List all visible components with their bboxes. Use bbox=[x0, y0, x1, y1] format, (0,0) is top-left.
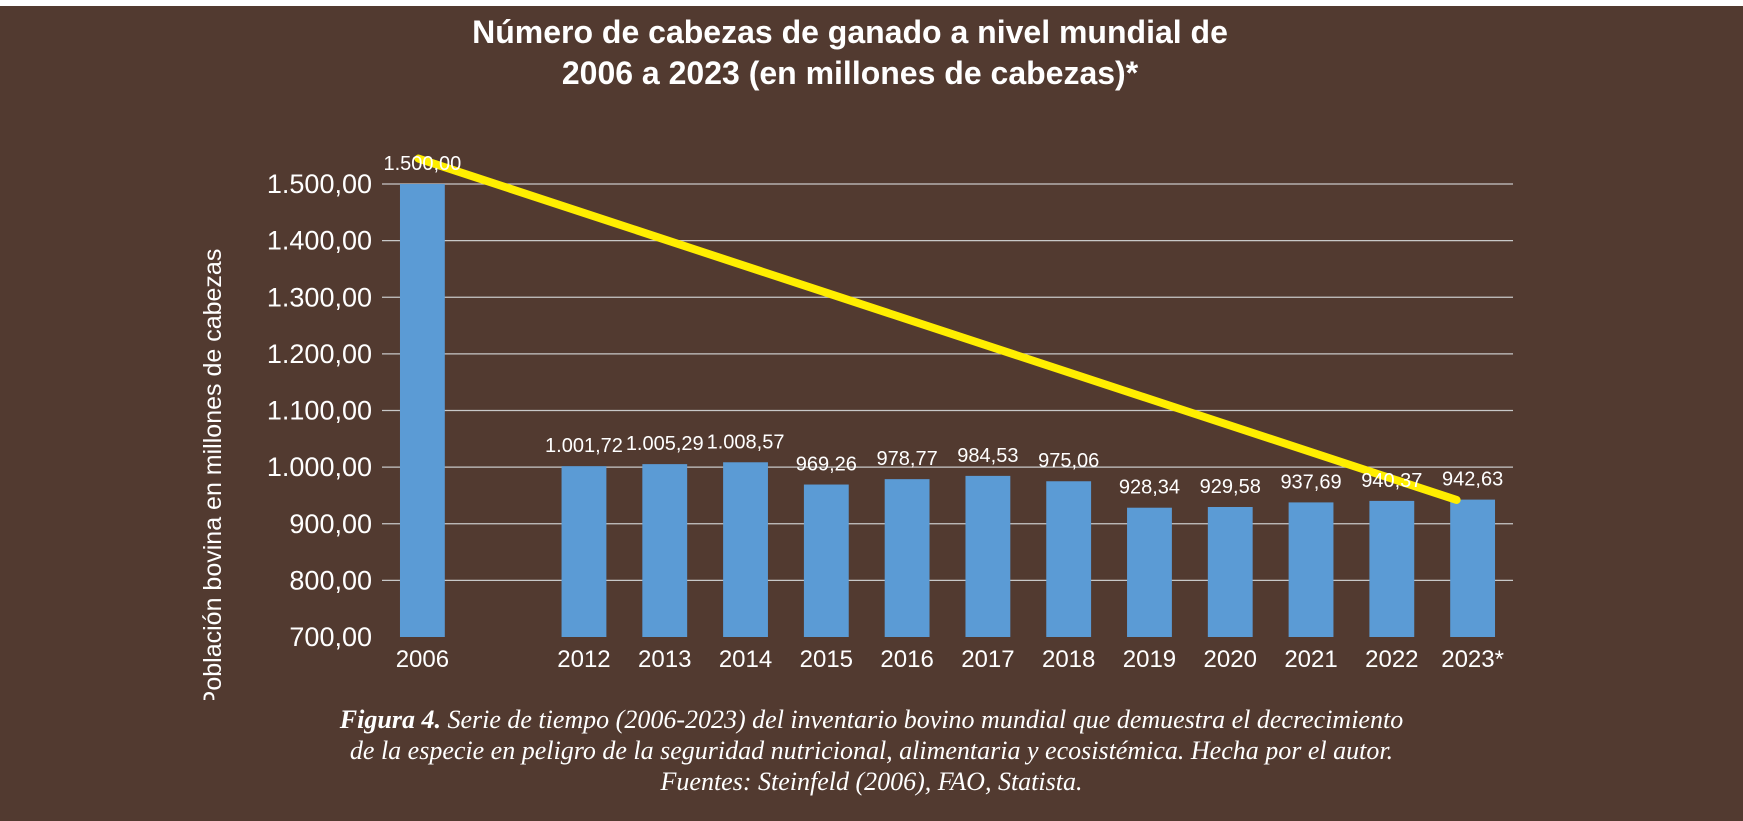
trendline-layer bbox=[414, 154, 1461, 504]
x-tick-label: 2020 bbox=[1204, 646, 1257, 673]
bar bbox=[884, 479, 930, 637]
caption-text-1: Serie de tiempo (2006-2023) del inventar… bbox=[440, 705, 1404, 734]
chart-background bbox=[0, 6, 1743, 821]
bar bbox=[642, 464, 688, 637]
x-tick-label: 2023* bbox=[1441, 646, 1504, 673]
y-axis-label: Población bovina en millones de cabezas bbox=[199, 249, 227, 700]
chart-title: Número de cabezas de ganado a nivel mund… bbox=[0, 12, 1700, 94]
y-tick-label: 1.100,00 bbox=[267, 396, 372, 426]
data-label: 1.500,00 bbox=[383, 153, 461, 175]
x-tick-label: 2014 bbox=[719, 646, 772, 673]
caption-line-3: Fuentes: Steinfeld (2006), FAO, Statista… bbox=[660, 767, 1083, 796]
data-label: 975,06 bbox=[1038, 450, 1099, 472]
bar bbox=[1127, 507, 1172, 637]
caption-line-1: Figura 4. Serie de tiempo (2006-2023) de… bbox=[0, 704, 1743, 735]
data-label: 937,69 bbox=[1280, 471, 1341, 493]
figure-label: Figura 4. bbox=[339, 705, 441, 734]
y-tick-label: 900,00 bbox=[289, 509, 372, 539]
x-axis-ticks: 2006 2012 2013 2014 2015 2016 2017 2018 2019 2020… bbox=[396, 646, 1504, 673]
data-label: 929,58 bbox=[1200, 476, 1261, 498]
bar-chart: 700,00 800,00 900,00 1.000,00 1.100,00 1.200,… bbox=[199, 153, 1513, 700]
y-axis-ticks: 700,00 800,00 900,00 1.000,00 1.100,00 1.200,… bbox=[267, 169, 372, 652]
figure-caption: Figura 4. Serie de tiempo (2006-2023) de… bbox=[0, 704, 1743, 797]
y-tick-label: 1.300,00 bbox=[267, 282, 372, 312]
bars bbox=[399, 184, 1496, 637]
y-tick-label: 800,00 bbox=[289, 565, 372, 595]
chart-title-line-1: Número de cabezas de ganado a nivel mund… bbox=[472, 14, 1228, 50]
data-label: 940,37 bbox=[1361, 470, 1422, 492]
bar bbox=[1288, 502, 1334, 637]
data-label: 928,34 bbox=[1119, 477, 1180, 499]
trendline bbox=[414, 154, 1461, 504]
x-tick-label: 2012 bbox=[557, 646, 610, 673]
data-labels: 1.500,00 1.001,72 1.005,29 1.008,57 969,26 97… bbox=[383, 153, 1503, 499]
y-tick-label: 1.500,00 bbox=[267, 169, 372, 199]
bar bbox=[399, 184, 445, 637]
x-tick-label: 2022 bbox=[1365, 646, 1418, 673]
x-tick-label: 2013 bbox=[638, 646, 691, 673]
bar bbox=[561, 466, 607, 637]
bar bbox=[1046, 481, 1092, 637]
x-tick-label: 2016 bbox=[880, 646, 933, 673]
data-label: 984,53 bbox=[957, 445, 1018, 467]
data-label: 942,63 bbox=[1442, 469, 1503, 491]
y-tick-label: 700,00 bbox=[289, 622, 372, 652]
chart-title-line-2: 2006 a 2023 (en millones de cabezas)* bbox=[561, 55, 1139, 91]
bar bbox=[965, 475, 1011, 637]
bar bbox=[723, 462, 768, 637]
x-tick-label: 2019 bbox=[1123, 646, 1176, 673]
y-tick-label: 1.200,00 bbox=[267, 339, 372, 369]
bar bbox=[1207, 507, 1253, 637]
y-tick-label: 1.400,00 bbox=[267, 226, 372, 256]
data-label: 1.008,57 bbox=[707, 431, 785, 453]
x-tick-label: 2006 bbox=[396, 646, 449, 673]
data-label: 1.005,29 bbox=[626, 433, 704, 455]
gridlines bbox=[382, 183, 1513, 582]
x-tick-label: 2015 bbox=[800, 646, 853, 673]
x-tick-label: 2021 bbox=[1284, 646, 1337, 673]
x-tick-label: 2018 bbox=[1042, 646, 1095, 673]
bar bbox=[1369, 500, 1415, 637]
data-label: 978,77 bbox=[877, 448, 938, 470]
bar bbox=[803, 484, 849, 637]
bar bbox=[1450, 499, 1496, 637]
x-tick-label: 2017 bbox=[961, 646, 1014, 673]
y-tick-label: 1.000,00 bbox=[267, 452, 372, 482]
data-label: 1.001,72 bbox=[545, 435, 623, 457]
data-label: 969,26 bbox=[796, 454, 857, 476]
caption-line-2: de la especie en peligro de la seguridad… bbox=[349, 736, 1394, 765]
